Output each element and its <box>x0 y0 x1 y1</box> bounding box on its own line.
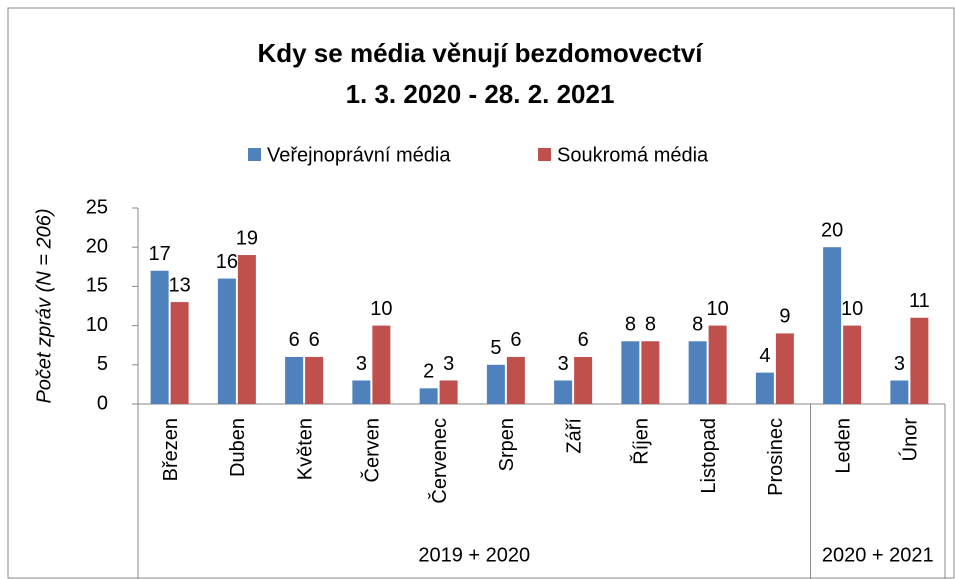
bar <box>419 388 438 404</box>
bar <box>621 341 640 404</box>
data-label: 17 <box>149 243 171 265</box>
legend-swatch <box>538 148 551 161</box>
y-axis-label: Počet zpráv (N = 206) <box>33 208 55 403</box>
bar <box>237 255 256 404</box>
bar <box>305 356 324 404</box>
data-label: 2 <box>423 361 434 383</box>
bar <box>352 380 371 404</box>
data-label: 3 <box>894 353 905 375</box>
data-label: 8 <box>692 314 703 336</box>
x-tick-label: Duben <box>227 418 249 477</box>
data-label: 6 <box>289 329 300 351</box>
bar <box>170 302 189 404</box>
x-tick-label: Srpen <box>496 418 518 471</box>
x-tick-label: Leden <box>832 418 854 474</box>
chart-title: Kdy se média věnují bezdomovectví <box>257 38 703 68</box>
x-tick-label: Listopad <box>698 418 720 494</box>
data-label: 10 <box>841 298 863 320</box>
data-label: 19 <box>236 227 258 249</box>
bar <box>439 380 458 404</box>
bar <box>285 356 304 404</box>
data-label: 9 <box>779 306 790 328</box>
bar <box>910 317 929 404</box>
data-label: 3 <box>558 353 569 375</box>
data-label: 10 <box>707 298 729 320</box>
bar <box>688 341 707 404</box>
bar <box>506 356 525 404</box>
bar <box>554 380 573 404</box>
x-tick-label: Prosinec <box>765 418 787 496</box>
y-tick-label: 15 <box>86 275 108 297</box>
bar <box>150 270 169 404</box>
data-label: 3 <box>443 353 454 375</box>
bar <box>217 278 236 404</box>
data-label: 4 <box>759 345 770 367</box>
data-label: 20 <box>821 219 843 241</box>
bar <box>775 333 794 404</box>
legend-swatch <box>248 148 261 161</box>
bar <box>574 356 593 404</box>
x-tick-label: Červenec <box>428 418 451 504</box>
bar <box>486 364 505 404</box>
x-tick-label: Únor <box>899 418 922 462</box>
x-tick-label: Březen <box>160 418 182 481</box>
bar <box>372 325 391 404</box>
bar <box>708 325 727 404</box>
data-label: 11 <box>909 290 930 312</box>
data-label: 6 <box>309 329 320 351</box>
data-label: 6 <box>578 329 589 351</box>
bar <box>823 247 842 404</box>
legend-label: Soukromá média <box>557 144 709 166</box>
y-tick-label: 0 <box>97 392 108 414</box>
legend-label: Veřejnoprávní média <box>267 144 451 166</box>
y-tick-label: 5 <box>97 353 108 375</box>
data-label: 6 <box>510 329 521 351</box>
data-label: 13 <box>169 274 191 296</box>
bar <box>890 380 909 404</box>
data-label: 8 <box>625 314 636 336</box>
data-label: 5 <box>490 337 501 359</box>
data-label: 3 <box>356 353 367 375</box>
x-tick-label: Červen <box>361 418 384 482</box>
x-tick-label: Říjen <box>630 418 653 465</box>
y-tick-label: 10 <box>86 314 108 336</box>
y-tick-label: 20 <box>86 235 108 257</box>
x-tick-label: Květen <box>294 418 316 480</box>
data-label: 10 <box>370 298 392 320</box>
group-label: 2020 + 2021 <box>822 544 934 566</box>
x-tick-label: Září <box>563 418 585 454</box>
bar <box>755 372 774 404</box>
bar <box>843 325 862 404</box>
group-label: 2019 + 2020 <box>418 544 530 566</box>
chart-subtitle: 1. 3. 2020 - 28. 2. 2021 <box>346 79 615 109</box>
y-tick-label: 25 <box>86 196 108 218</box>
data-label: 8 <box>645 314 656 336</box>
bar <box>641 341 660 404</box>
data-label: 16 <box>216 251 238 273</box>
